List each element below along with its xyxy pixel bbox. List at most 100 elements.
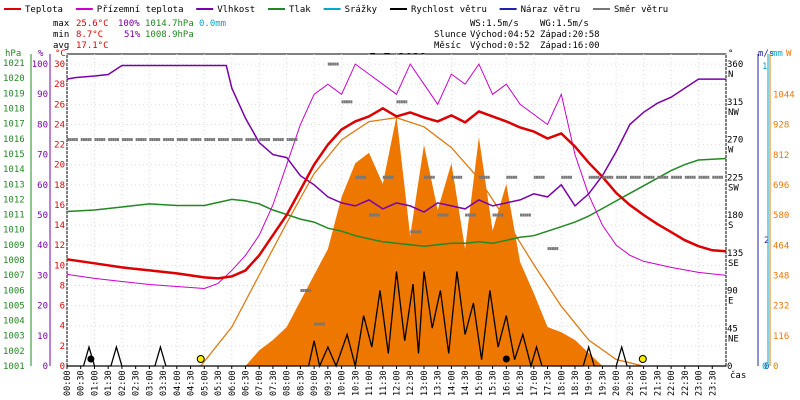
tick-hpa-9: 1012 [3, 195, 25, 205]
xtick-label-17: 08:30 [296, 370, 306, 396]
tick-c-8: 14 [54, 221, 65, 231]
wind-dir-point-29-2 [469, 213, 472, 217]
wind-dir-point-20-0 [341, 100, 344, 104]
wind-dir-point-10-0 [204, 138, 207, 142]
tick-deg-6: 90 [727, 287, 738, 297]
wind-dir-point-25-3 [416, 230, 419, 234]
tick-w-2: 812 [773, 151, 789, 161]
wind-dir-point-9-0 [190, 138, 193, 142]
xtick-label-7: 03:30 [159, 370, 169, 396]
wind-dir-point-42-3 [663, 175, 666, 179]
wind-dir-point-40-4 [638, 175, 641, 179]
wind-dir-point-13-0 [245, 138, 248, 142]
tick-c-4: 22 [54, 141, 65, 151]
tick-hpa-17: 1004 [3, 317, 25, 327]
xtick-label-9: 04:30 [187, 370, 197, 396]
xtick-label-10: 05:00 [200, 370, 210, 396]
wind-dir-point-9-4 [199, 138, 202, 142]
wind-dir-point-12-2 [236, 138, 239, 142]
wind-dir-point-1-1 [82, 138, 85, 142]
xtick-label-24: 12:00 [393, 370, 403, 396]
wind-dir-point-15-3 [279, 138, 282, 142]
wind-dir-point-6-2 [153, 138, 156, 142]
stats-moonrise: Východ:0:52 [470, 41, 530, 51]
wind-dir-point-21-4 [364, 175, 367, 179]
xtick-label-0: 00:00 [63, 370, 73, 396]
tick-dir-1: NW [728, 108, 739, 118]
wind-dir-point-27-4 [446, 213, 449, 217]
wind-dir-point-25-2 [414, 230, 417, 234]
wind-dir-point-31-0 [492, 213, 495, 217]
wind-dir-point-30-4 [487, 175, 490, 179]
tick-c-13: 4 [60, 322, 65, 332]
wind-dir-point-13-4 [254, 138, 257, 142]
tick-c-7: 16 [54, 201, 65, 211]
wind-dir-point-20-1 [343, 100, 346, 104]
series-solar-area [67, 116, 726, 367]
wind-dir-point-27-0 [437, 213, 440, 217]
tick-c-9: 12 [54, 241, 65, 251]
wind-dir-point-8-2 [181, 138, 184, 142]
tick-hpa-10: 1011 [3, 211, 25, 221]
xtick-label-27: 13:30 [434, 370, 444, 396]
wind-dir-point-36-3 [567, 175, 570, 179]
xtick-label-13: 06:30 [241, 370, 251, 396]
tick-pct-1: 90 [37, 90, 48, 100]
wind-dir-point-7-4 [171, 138, 174, 142]
stats-min-hum: 51% [124, 30, 141, 40]
xtick-label-3: 01:30 [104, 370, 114, 396]
wind-dir-point-10-3 [210, 138, 213, 142]
xtick-label-36: 18:00 [557, 370, 567, 396]
series-ground-temp [66, 63, 727, 290]
wind-dir-point-44-4 [693, 175, 696, 179]
wind-dir-point-18-2 [318, 322, 321, 326]
stats-max-rain: 0.0mm [199, 19, 226, 29]
wind-dir-point-5-3 [142, 138, 145, 142]
wind-dir-point-12-0 [231, 138, 234, 142]
wind-dir-point-22-3 [375, 213, 378, 217]
legend-label-4: Srážky [345, 5, 378, 15]
tick-hpa-0: 1021 [3, 59, 25, 69]
wind-dir-point-20-2 [345, 100, 348, 104]
wind-dir-point-0-3 [73, 138, 76, 142]
wind-dir-point-39-0 [616, 175, 619, 179]
tick-deg-4: 180 [727, 211, 743, 221]
xtick-label-33: 16:30 [516, 370, 526, 396]
wind-dir-point-14-4 [268, 138, 271, 142]
wind-dir-point-39-4 [624, 175, 627, 179]
wind-dir-point-34-0 [533, 175, 536, 179]
tick-pct-8: 20 [37, 302, 48, 312]
series-wind-speed [67, 271, 726, 369]
axis-mm-unit: mm [772, 49, 783, 59]
axis-pct-unit: % [38, 49, 44, 59]
wind-dir-point-32-2 [510, 175, 513, 179]
xtick-label-16: 08:00 [283, 370, 293, 396]
legend-label-0: Teplota [25, 5, 63, 15]
tick-ms-1: 0 [764, 362, 769, 372]
tick-pct-0: 100 [32, 60, 48, 70]
xtick-label-29: 14:30 [461, 370, 471, 396]
tick-hpa-12: 1009 [3, 241, 25, 251]
xtick-label-44: 22:00 [667, 370, 677, 396]
wind-dir-point-22-2 [373, 213, 376, 217]
wind-dir-point-10-2 [208, 138, 211, 142]
wind-dir-point-43-4 [679, 175, 682, 179]
wind-dir-point-17-4 [309, 289, 312, 293]
wind-dir-point-37-2 [593, 175, 596, 179]
stats-sunrise: Východ:04:52 [470, 30, 535, 40]
wind-dir-point-23-0 [382, 175, 385, 179]
tick-hpa-16: 1005 [3, 301, 25, 311]
wind-dir-point-3-0 [108, 138, 111, 142]
wind-dir-point-40-3 [636, 175, 639, 179]
wind-dir-point-17-0 [300, 289, 303, 293]
wind-dir-point-28-4 [460, 175, 463, 179]
xtick-label-28: 14:00 [447, 370, 457, 396]
wind-dir-point-42-2 [661, 175, 664, 179]
sunrise-marker [196, 355, 205, 363]
tick-deg-1: 315 [727, 98, 743, 108]
wind-dir-point-45-1 [700, 175, 703, 179]
wind-dir-point-14-0 [259, 138, 262, 142]
legend-label-2: Vlhkost [217, 5, 255, 15]
wind-dir-point-26-0 [423, 175, 426, 179]
wind-dir-point-25-4 [419, 230, 422, 234]
